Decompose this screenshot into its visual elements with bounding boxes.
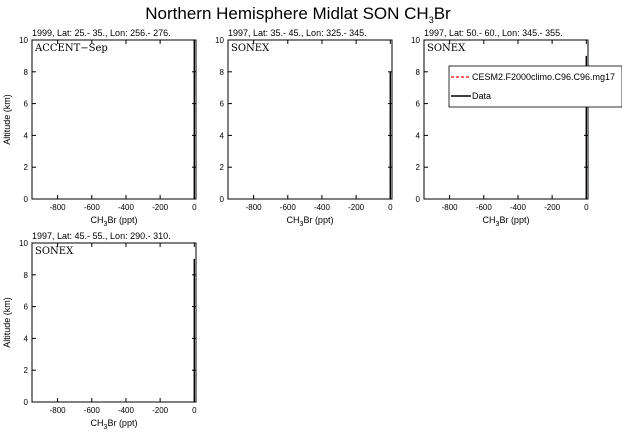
y-tick-label: 4 <box>220 131 225 140</box>
y-tick-label: 6 <box>24 303 29 312</box>
x-tick-label: 0 <box>192 406 197 415</box>
panel-2: 1997, Lat: 35.- 45., Lon: 325.- 345. -800… <box>215 28 393 228</box>
y-tick-label: 8 <box>220 68 225 77</box>
y-tick-label: 10 <box>19 36 28 45</box>
x-tick-label: -400 <box>510 203 527 212</box>
x-tick-label: 0 <box>192 203 197 212</box>
x-axis-label-subscript: 3 <box>104 221 108 228</box>
x-tick-label: -200 <box>152 406 169 415</box>
x-axis-label-subscript: 3 <box>104 424 108 431</box>
y-tick-label: 4 <box>24 334 29 343</box>
x-tick-label: -600 <box>84 203 101 212</box>
y-tick-label: 0 <box>24 398 29 407</box>
figure-title-end: Br <box>434 4 451 23</box>
x-tick-label: -400 <box>118 203 135 212</box>
panel-4: 1997, Lat: 45.- 55., Lon: 290.- 310. -800… <box>2 231 197 431</box>
legend-label-model: CESM2.F2000climo.C96.C96.mg17 <box>472 72 615 82</box>
x-tick-label: -400 <box>314 203 331 212</box>
x-tick-label: -200 <box>348 203 365 212</box>
x-axis-label-main: CH <box>287 215 300 225</box>
y-tick-label: 2 <box>416 163 421 172</box>
x-axis-label: CH3Br (ppt) <box>91 215 138 228</box>
y-tick-label: 10 <box>215 36 224 45</box>
y-tick-label: 8 <box>416 68 421 77</box>
figure-title-main: Northern Hemisphere Midlat SON CH <box>145 4 428 23</box>
x-tick-label: -800 <box>442 203 459 212</box>
y-tick-label: 6 <box>220 100 225 109</box>
x-axis-label-subscript: 3 <box>300 221 304 228</box>
plot-frame <box>31 39 197 200</box>
plot-frame <box>227 39 393 200</box>
x-axis-label: CH3Br (ppt) <box>287 215 334 228</box>
x-tick-label: -200 <box>152 203 169 212</box>
campaign-label: ACCENT−Sep <box>34 43 108 54</box>
x-axis-label-main: CH <box>91 418 104 428</box>
y-axis-label: Altitude (km) <box>2 94 12 145</box>
y-tick-label: 6 <box>24 100 29 109</box>
x-tick-label: -600 <box>84 406 101 415</box>
x-axis-label-main: CH <box>91 215 104 225</box>
figure-title: Northern Hemisphere Midlat SON CH3Br <box>145 4 451 25</box>
legend: CESM2.F2000climo.C96.C96.mg17 Data <box>448 65 622 108</box>
legend-label-data: Data <box>472 91 491 101</box>
plot-frame <box>423 39 589 200</box>
panels: 1999, Lat: 25.- 35., Lon: 256.- 276. -800… <box>2 28 589 431</box>
panel-3: 1997, Lat: 50.- 60., Lon: 345.- 355. -800… <box>411 28 589 228</box>
y-tick-label: 4 <box>416 131 421 140</box>
y-tick-label: 0 <box>416 195 421 204</box>
y-tick-label: 2 <box>24 163 29 172</box>
x-tick-label: -200 <box>544 203 561 212</box>
x-axis-label-end: Br (ppt) <box>499 215 529 225</box>
x-axis-label-subscript: 3 <box>496 221 500 228</box>
panel-1: 1999, Lat: 25.- 35., Lon: 256.- 276. -800… <box>2 28 197 228</box>
x-axis-label-end: Br (ppt) <box>107 215 137 225</box>
x-tick-label: -800 <box>50 406 67 415</box>
plot-frame <box>31 242 197 403</box>
y-axis-label: Altitude (km) <box>2 297 12 348</box>
x-tick-label: -600 <box>476 203 493 212</box>
y-tick-label: 4 <box>24 131 29 140</box>
panel-header: 1997, Lat: 35.- 45., Lon: 325.- 345. <box>228 28 367 38</box>
panel-header: 1999, Lat: 25.- 35., Lon: 256.- 276. <box>32 28 171 38</box>
y-tick-label: 0 <box>24 195 29 204</box>
y-tick-label: 6 <box>416 100 421 109</box>
x-tick-label: -600 <box>280 203 297 212</box>
y-tick-label: 10 <box>411 36 420 45</box>
panel-header: 1997, Lat: 50.- 60., Lon: 345.- 355. <box>424 28 563 38</box>
y-tick-label: 8 <box>24 68 29 77</box>
x-axis-label-end: Br (ppt) <box>107 418 137 428</box>
panel-header: 1997, Lat: 45.- 55., Lon: 290.- 310. <box>32 231 171 241</box>
x-axis-label: CH3Br (ppt) <box>483 215 530 228</box>
x-axis-label-main: CH <box>483 215 496 225</box>
y-tick-label: 2 <box>220 163 225 172</box>
x-tick-label: 0 <box>584 203 589 212</box>
x-axis-label: CH3Br (ppt) <box>91 418 138 431</box>
y-tick-label: 0 <box>220 195 225 204</box>
campaign-label: SONEX <box>35 246 74 257</box>
campaign-label: SONEX <box>427 43 466 54</box>
legend-box <box>448 65 622 108</box>
figure-title-subscript: 3 <box>429 15 434 25</box>
x-tick-label: 0 <box>388 203 393 212</box>
x-tick-label: -400 <box>118 406 135 415</box>
x-tick-label: -800 <box>246 203 263 212</box>
y-tick-label: 10 <box>19 239 28 248</box>
y-tick-label: 2 <box>24 366 29 375</box>
x-tick-label: -800 <box>50 203 67 212</box>
y-tick-label: 8 <box>24 271 29 280</box>
campaign-label: SONEX <box>231 43 270 54</box>
x-axis-label-end: Br (ppt) <box>303 215 333 225</box>
